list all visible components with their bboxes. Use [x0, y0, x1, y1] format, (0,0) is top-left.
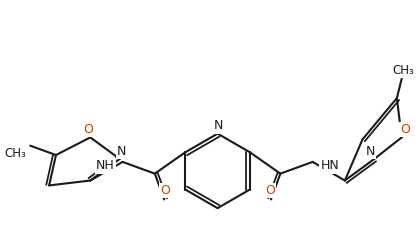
Text: NH: NH	[96, 159, 115, 172]
Text: O: O	[160, 184, 170, 197]
Text: N: N	[117, 145, 126, 158]
Text: O: O	[401, 123, 410, 136]
Text: N: N	[214, 119, 223, 132]
Text: CH₃: CH₃	[5, 147, 26, 160]
Text: O: O	[265, 184, 275, 197]
Text: HN: HN	[321, 159, 339, 172]
Text: CH₃: CH₃	[393, 64, 415, 77]
Text: N: N	[366, 145, 375, 158]
Text: O: O	[84, 123, 93, 136]
